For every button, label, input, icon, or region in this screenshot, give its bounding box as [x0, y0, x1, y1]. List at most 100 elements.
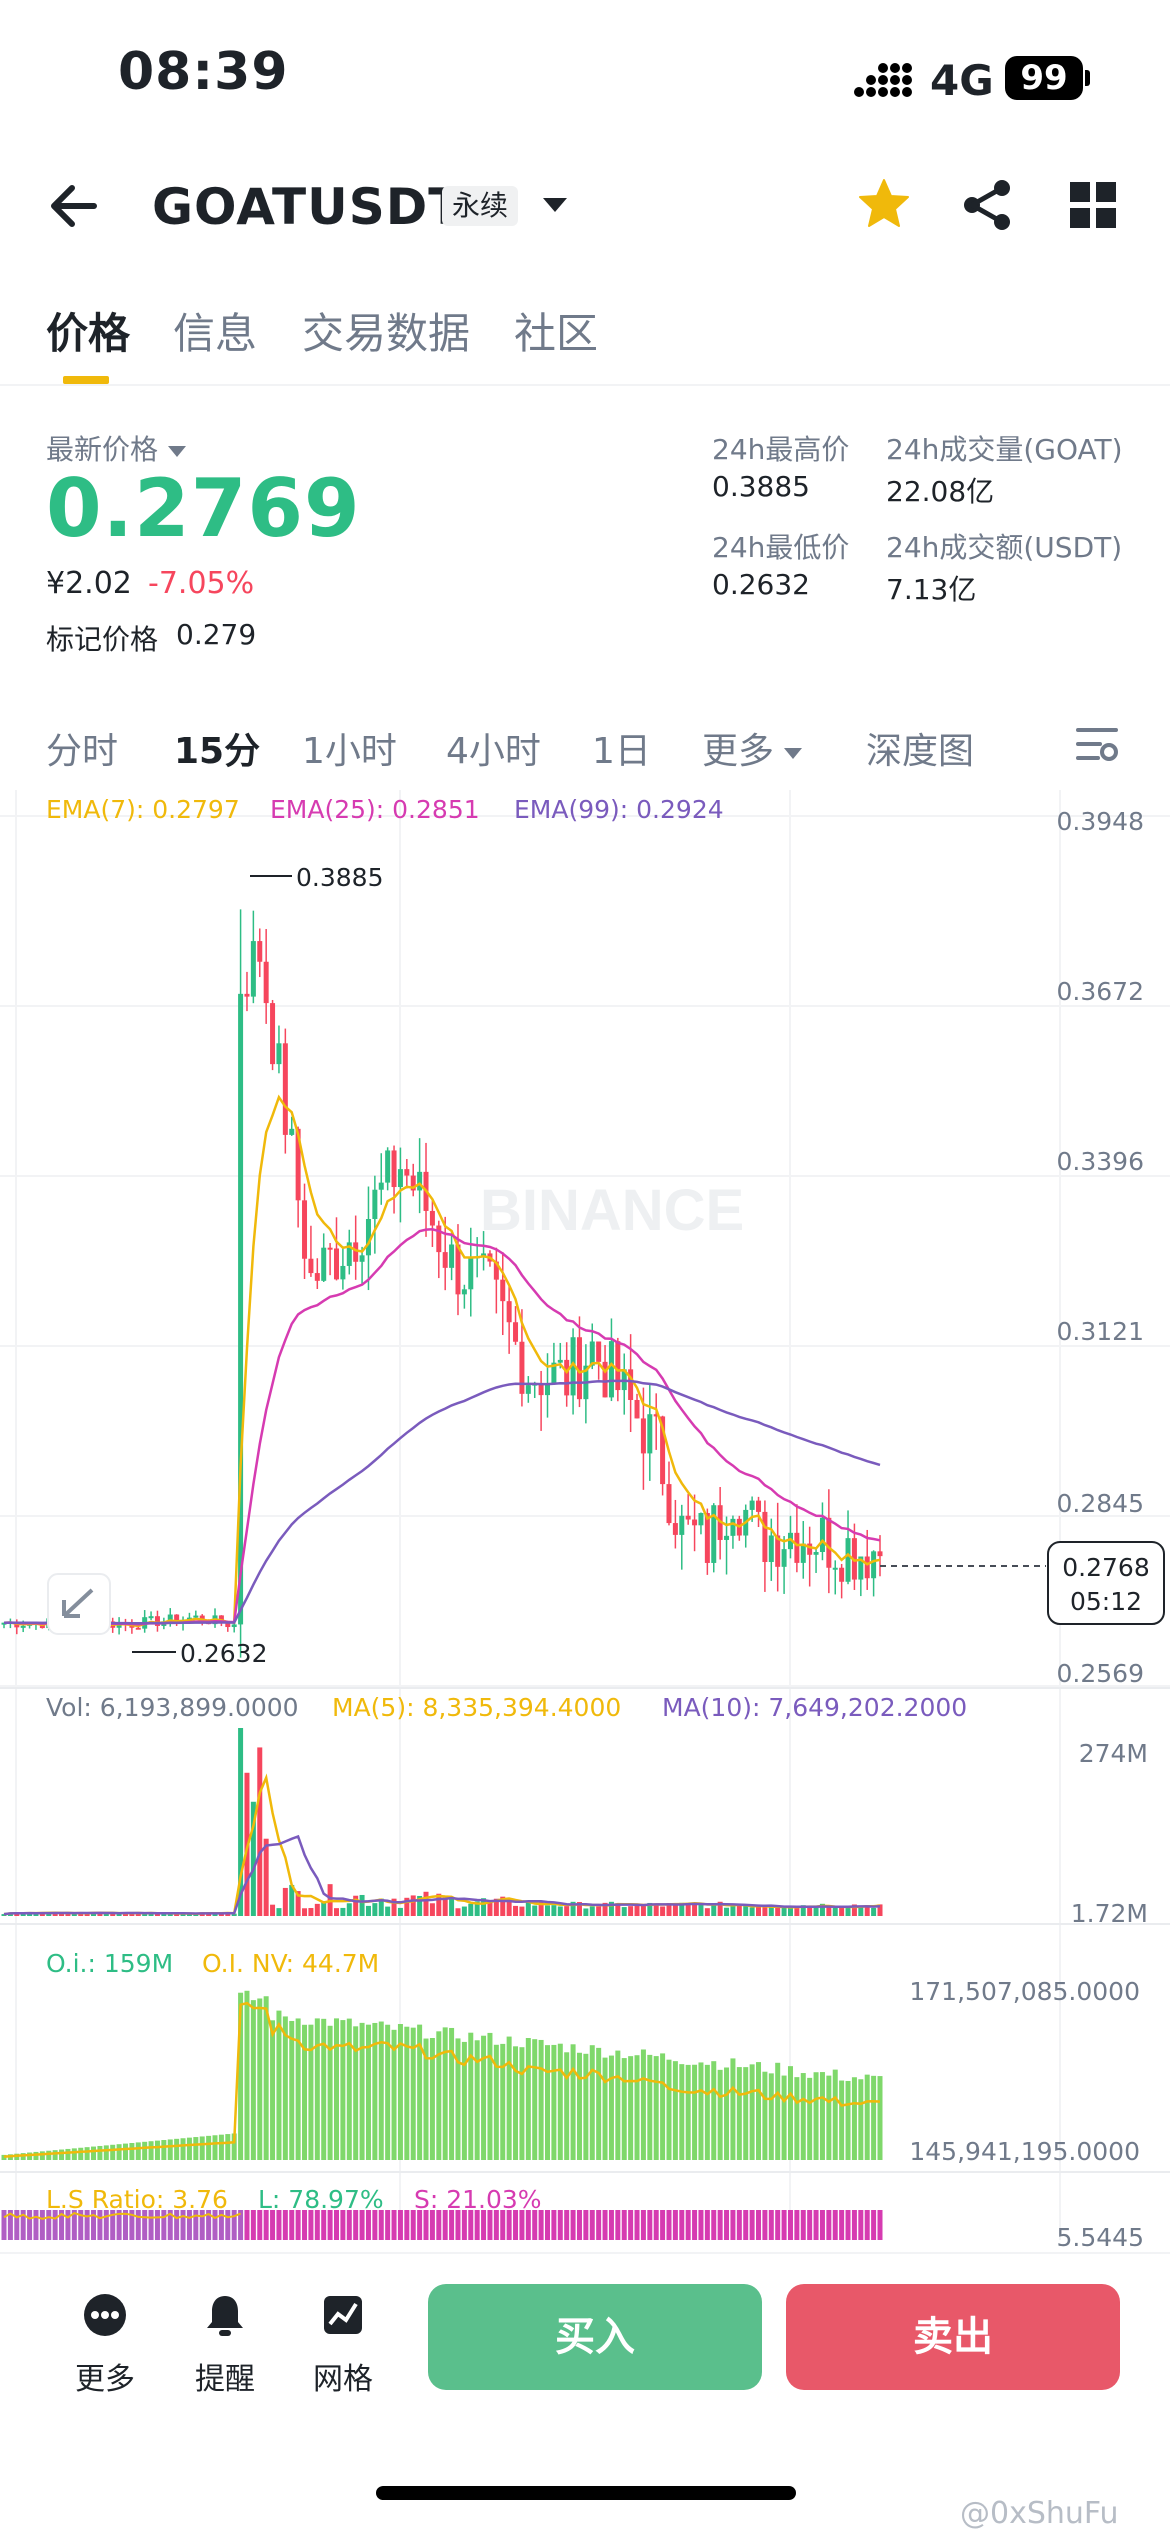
last-price-label[interactable]: 最新价格 — [46, 428, 187, 468]
ls-ratio-bar — [851, 2210, 857, 2240]
symbol-title[interactable]: GOATUSDT — [152, 178, 464, 236]
chart-settings-icon[interactable] — [1076, 724, 1118, 764]
oi-bar — [365, 2024, 371, 2160]
vol-label: Vol: 6,193,899.0000 — [46, 1693, 299, 1722]
grid-trading-button[interactable]: 网格 — [298, 2292, 388, 2398]
buy-button[interactable]: 买入 — [428, 2284, 762, 2390]
ls-ratio-bar — [615, 2210, 621, 2240]
oi-bar — [71, 2148, 77, 2160]
oi-bar — [333, 2018, 339, 2160]
ls-ratio-bar — [282, 2210, 288, 2240]
ema99-label: EMA(99): 0.2924 — [514, 795, 724, 824]
candle-body — [781, 1549, 787, 1567]
ls-ratio-bar — [295, 2210, 301, 2240]
ls-ratio-bar — [647, 2210, 653, 2240]
oi-bar — [410, 2027, 416, 2160]
alert-button[interactable]: 提醒 — [180, 2292, 270, 2398]
candle-body — [1, 1622, 7, 1625]
more-button[interactable]: 更多 — [60, 2292, 150, 2398]
amount-24h-label: 24h成交额(USDT) — [886, 531, 1123, 564]
oi-bar — [711, 2061, 717, 2160]
oi-axis-label: 145,941,195.0000 — [909, 2137, 1140, 2166]
tab-info[interactable]: 信息 — [173, 309, 258, 358]
home-indicator[interactable] — [376, 2486, 796, 2500]
favorite-star-icon[interactable] — [856, 176, 912, 232]
ls-ratio-bar — [46, 2210, 52, 2240]
oi-bar — [193, 2137, 199, 2160]
vol-24h-label: 24h成交量(GOAT) — [886, 433, 1123, 466]
oi-bar — [768, 2073, 774, 2160]
ls-ratio-bar — [193, 2210, 199, 2240]
oi-bar — [506, 2036, 512, 2160]
oi-bar — [346, 2018, 352, 2160]
tab-price[interactable]: 价格 — [46, 309, 131, 358]
volume-bar — [762, 1906, 768, 1916]
oi-bar — [858, 2079, 864, 2160]
interval-4h[interactable]: 4小时 — [446, 731, 541, 772]
current-price-value: 0.2768 — [1062, 1553, 1149, 1582]
ls-ratio-bar — [97, 2210, 103, 2240]
volume-bar — [717, 1901, 723, 1916]
share-icon[interactable] — [960, 178, 1014, 232]
interval-1d[interactable]: 1日 — [592, 731, 651, 772]
back-arrow-icon[interactable] — [46, 176, 106, 236]
interval-15m[interactable]: 15分 — [174, 731, 261, 772]
oi-bar — [250, 2000, 256, 2160]
volume-bar — [14, 1913, 20, 1916]
layout-grid-icon[interactable] — [1070, 182, 1116, 228]
oi-bar — [519, 2047, 525, 2160]
candle-body — [768, 1535, 774, 1563]
contract-type-badge: 永续 — [442, 186, 519, 226]
ls-ratio-bar — [327, 2210, 333, 2240]
volume-bar — [519, 1906, 525, 1916]
oi-bar — [608, 2055, 614, 2160]
interval-1h[interactable]: 1小时 — [302, 731, 397, 772]
price-chart[interactable]: BINANCE EMA(7): 0.2797 EMA(25): 0.2851 E… — [0, 790, 1170, 2250]
oi-bar — [340, 2020, 346, 2160]
oi-bar — [276, 2010, 282, 2160]
ls-ratio-bar — [238, 2210, 244, 2240]
volume-bar — [295, 1891, 301, 1916]
oi-bar — [481, 2035, 487, 2160]
volume-bar — [372, 1903, 378, 1916]
oi-bar — [800, 2073, 806, 2160]
candle-body — [762, 1511, 768, 1563]
ls-axis-label: 5.5445 — [1057, 2223, 1144, 2250]
volume-bar — [692, 1903, 698, 1916]
tab-trading-data[interactable]: 交易数据 — [302, 309, 471, 358]
candle-body — [263, 961, 269, 1004]
vol-ma5-line — [3, 1773, 881, 1916]
ls-ratio-bar — [404, 2210, 410, 2240]
tab-community[interactable]: 社区 — [514, 309, 599, 358]
ls-ratio-bar — [576, 2210, 582, 2240]
candle-body — [513, 1322, 519, 1342]
volume-bar — [276, 1908, 282, 1916]
oi-bar — [308, 2024, 314, 2160]
volume-bar — [781, 1907, 787, 1916]
oi-bar — [564, 2052, 570, 2160]
volume-bar — [800, 1905, 806, 1916]
interval-timeline[interactable]: 分时 — [46, 731, 119, 772]
binance-watermark: BINANCE — [480, 1178, 744, 1243]
oi-bar — [289, 2020, 295, 2160]
ls-ratio-bar — [692, 2210, 698, 2240]
volume-bar — [621, 1907, 627, 1916]
candle-body — [724, 1535, 730, 1540]
depth-chart-tab[interactable]: 深度图 — [866, 731, 975, 772]
oi-bar — [404, 2026, 410, 2160]
oi-bar — [295, 2018, 301, 2160]
ls-ratio-bar — [333, 2210, 339, 2240]
symbol-dropdown-icon[interactable] — [543, 198, 567, 212]
oi-bar — [775, 2062, 781, 2160]
price-axis-label: 0.2569 — [1057, 1659, 1144, 1688]
ls-ratio-bar — [493, 2210, 499, 2240]
volume-bar — [660, 1906, 666, 1916]
ls-ratio-bar — [353, 2210, 359, 2240]
grid-chart-icon — [324, 2296, 362, 2334]
oi-bar — [167, 2139, 173, 2160]
candle-body — [698, 1513, 704, 1526]
ls-ratio-bar — [717, 2210, 723, 2240]
ls-ratio-bar — [736, 2210, 742, 2240]
interval-more[interactable]: 更多 — [702, 722, 803, 774]
sell-button[interactable]: 卖出 — [786, 2284, 1120, 2390]
